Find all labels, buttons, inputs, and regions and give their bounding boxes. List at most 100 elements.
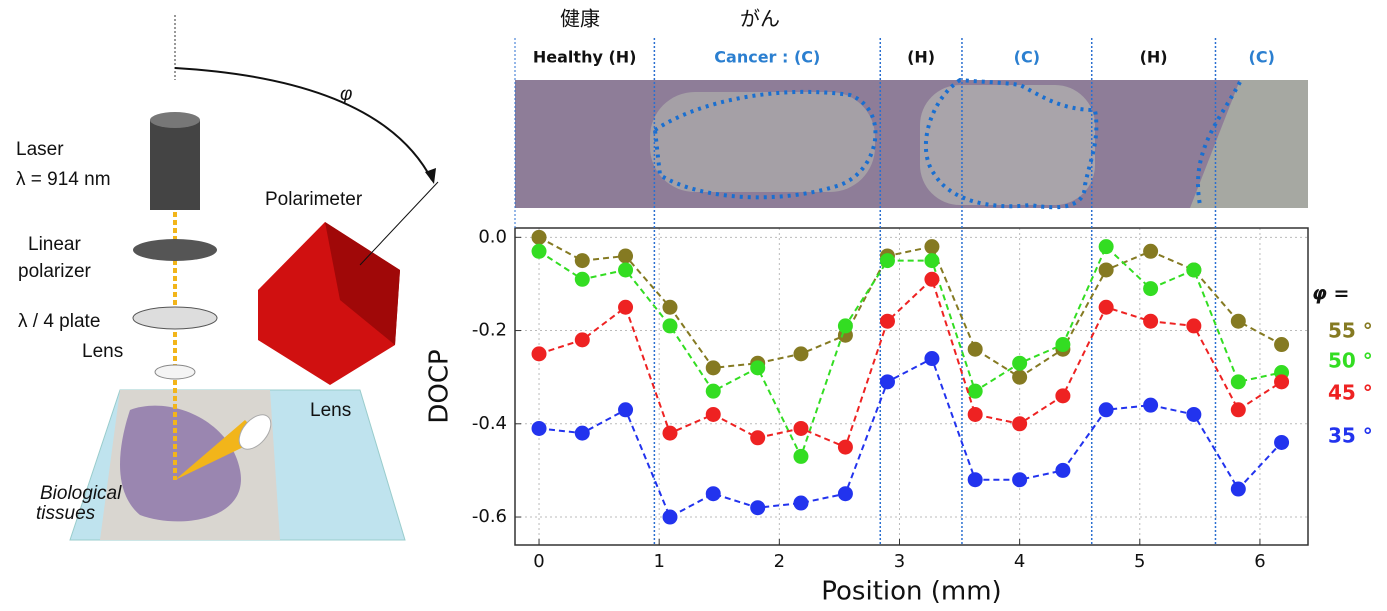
- plot-frame: [514, 227, 1309, 546]
- tissue: [120, 405, 241, 522]
- data-point: [1186, 262, 1202, 278]
- x-tick-label: 6: [1254, 551, 1265, 572]
- region-label: (C): [1249, 48, 1275, 67]
- tissue-label: tissues: [36, 503, 96, 524]
- data-point: [1186, 318, 1202, 334]
- series-line: [538, 236, 1283, 379]
- data-point: [531, 346, 547, 362]
- data-point: [618, 402, 634, 418]
- data-point: [531, 229, 547, 245]
- data-point: [967, 383, 983, 399]
- data-point: [705, 406, 721, 422]
- lens-disk: [154, 364, 196, 380]
- polarizer-label: Linear: [28, 234, 81, 255]
- data-point: [618, 262, 634, 278]
- x-tick-label: 1: [653, 551, 664, 572]
- cancer-area: [1190, 80, 1308, 208]
- chart: 0.0 -0.2 -0.4 -0.6 0 1 2 3 4 5 6 Healthy (H) Cancer …: [425, 7, 1373, 607]
- data-point: [1186, 406, 1202, 422]
- data-point: [662, 509, 678, 525]
- data-point: [1055, 462, 1071, 478]
- tissue-label: Biological: [40, 483, 122, 504]
- x-tick-label: 5: [1134, 551, 1145, 572]
- data-point: [574, 425, 590, 441]
- data-point: [1012, 472, 1028, 488]
- data-point: [837, 318, 853, 334]
- data-point: [793, 420, 809, 436]
- data-point: [1230, 374, 1246, 390]
- data-point: [662, 425, 678, 441]
- data-point: [1055, 337, 1071, 353]
- data-point: [1098, 299, 1114, 315]
- region-label: Healthy (H): [533, 48, 637, 67]
- data-point: [1230, 313, 1246, 329]
- cancer-outline: [924, 77, 1099, 210]
- data-point: [879, 374, 895, 390]
- data-point: [924, 239, 940, 255]
- y-tick-label: -0.6: [472, 506, 507, 527]
- data-point: [793, 448, 809, 464]
- data-point: [1143, 243, 1159, 259]
- laser-top: [150, 112, 200, 128]
- region-label: (C): [1014, 48, 1040, 67]
- legend-entry: 45 °: [1328, 381, 1373, 405]
- lens-label: Lens: [310, 400, 351, 421]
- data-point: [1230, 402, 1246, 418]
- x-tick-label: 0: [533, 551, 544, 572]
- data-point: [1098, 239, 1114, 255]
- annotation: がん: [740, 7, 780, 31]
- data-point: [924, 271, 940, 287]
- polarizer-label: polarizer: [18, 261, 92, 282]
- y-axis-label: DOCP: [425, 349, 455, 423]
- data-point: [574, 253, 590, 269]
- plate-disk: [132, 306, 218, 330]
- data-point: [750, 360, 766, 376]
- data-point: [1230, 481, 1246, 497]
- data-point: [1012, 355, 1028, 371]
- data-point: [967, 406, 983, 422]
- data-point: [750, 430, 766, 446]
- data-point: [1098, 402, 1114, 418]
- cancer-area: [920, 85, 1095, 205]
- legend-entry: 35 °: [1328, 424, 1373, 448]
- plate-label: λ / 4 plate: [18, 311, 100, 332]
- y-tick-label: 0.0: [478, 226, 507, 247]
- series-line: [538, 277, 1283, 449]
- y-tick-label: -0.2: [472, 320, 507, 341]
- data-point: [837, 486, 853, 502]
- series-line: [538, 357, 1283, 519]
- data-point: [574, 332, 590, 348]
- legend-entry: 55 °: [1328, 319, 1373, 343]
- annotation: 健康: [560, 7, 600, 31]
- data-point: [1055, 388, 1071, 404]
- data-point: [531, 243, 547, 259]
- tissue-image: [515, 77, 1308, 210]
- lens-label: Lens: [82, 341, 123, 362]
- data-point: [793, 495, 809, 511]
- data-point: [1012, 416, 1028, 432]
- series-line: [538, 244, 1282, 460]
- legend-entry: 50 °: [1328, 349, 1373, 373]
- data-point: [705, 383, 721, 399]
- polarizer-disk: [133, 239, 217, 261]
- cancer-outline: [652, 89, 878, 200]
- data-point: [618, 299, 634, 315]
- laser-label: Laser: [16, 139, 64, 160]
- region-label: Cancer : (C): [714, 48, 820, 67]
- data-point: [531, 420, 547, 436]
- polarimeter-side: [325, 222, 400, 345]
- data-point: [793, 346, 809, 362]
- data-point: [1274, 434, 1290, 450]
- lens-disk: [238, 414, 272, 450]
- data-point: [1274, 337, 1290, 353]
- laser: [150, 120, 200, 210]
- angle-arrow: [174, 67, 433, 181]
- data-point: [1098, 262, 1114, 278]
- polarimeter-label: Polarimeter: [265, 189, 363, 210]
- x-tick-label: 3: [894, 551, 905, 572]
- data-point: [879, 313, 895, 329]
- leader-line: [359, 181, 439, 266]
- data-point: [618, 248, 634, 264]
- data-point: [662, 318, 678, 334]
- data-point: [705, 486, 721, 502]
